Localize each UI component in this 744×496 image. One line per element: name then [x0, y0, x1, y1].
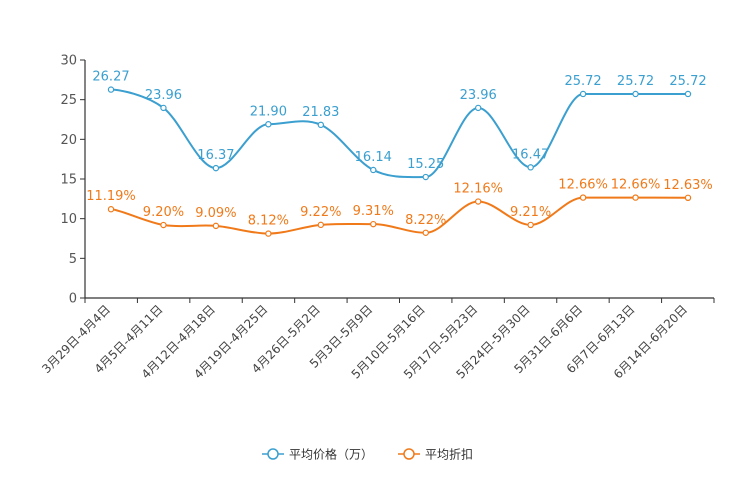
data-label-price: 23.96: [460, 88, 497, 103]
data-label-price: 25.72: [617, 74, 654, 89]
legend-label-discount: 平均折扣: [425, 447, 473, 462]
data-label-discount: 9.21%: [510, 205, 551, 220]
data-point-price: [370, 166, 377, 174]
data-label-discount: 11.19%: [86, 189, 136, 204]
data-label-discount: 9.20%: [143, 205, 184, 220]
legend-label-price: 平均价格（万）: [289, 447, 373, 462]
data-point-price: [160, 104, 167, 112]
y-tick-label: 25: [60, 93, 77, 108]
data-point-discount: [160, 221, 167, 229]
data-label-discount: 12.66%: [611, 178, 661, 193]
data-label-discount: 12.16%: [453, 182, 503, 197]
data-point-price: [684, 90, 692, 98]
data-point-discount: [422, 229, 429, 236]
x-axis-ticks: 3月29日-4月4日4月5日-4月11日4月12日-4月18日4月19日-4月2…: [39, 298, 715, 382]
data-point-price: [265, 121, 272, 128]
legend-marker-discount: [403, 448, 415, 460]
data-label-price: 16.47: [512, 147, 549, 162]
y-tick-label: 0: [69, 292, 77, 307]
data-point-price: [474, 104, 482, 112]
data-point-price: [212, 164, 220, 172]
data-label-price: 25.72: [669, 74, 706, 89]
data-label-price: 26.27: [92, 70, 129, 85]
series-group: 26.27 23.96 16.37 21.90 21.83 16.14 15.25 23.96…: [86, 70, 713, 237]
y-tick-label: 15: [60, 173, 77, 188]
data-label-price: 23.96: [145, 88, 182, 103]
data-point-discount: [684, 194, 692, 202]
data-label-price: 15.25: [407, 157, 444, 172]
data-label-discount: 8.22%: [405, 213, 446, 228]
data-label-price: 21.90: [250, 104, 287, 119]
data-label-price: 16.14: [355, 150, 392, 165]
data-point-discount: [370, 220, 377, 228]
data-point-price: [632, 90, 639, 98]
y-tick-label: 20: [60, 133, 77, 148]
data-point-discount: [107, 206, 115, 213]
data-label-price: 16.37: [197, 148, 234, 163]
series-line-price: [110, 88, 688, 179]
data-label-discount: 12.63%: [663, 178, 713, 193]
data-label-discount: 9.31%: [353, 204, 394, 219]
data-label-price: 25.72: [564, 74, 601, 89]
data-label-discount: 8.12%: [248, 214, 289, 229]
legend-marker-price: [267, 448, 279, 460]
data-point-discount: [317, 221, 325, 229]
data-point-price: [579, 90, 587, 98]
data-label-price: 21.83: [302, 105, 339, 120]
data-point-discount: [265, 230, 272, 237]
y-tick-label: 30: [60, 54, 77, 69]
data-point-discount: [474, 198, 482, 205]
data-point-discount: [579, 194, 587, 201]
legend: 平均价格（万） 平均折扣: [262, 447, 473, 462]
data-point-discount: [212, 222, 220, 230]
data-point-price: [527, 164, 534, 171]
data-point-price: [422, 173, 429, 181]
data-label-discount: 9.09%: [195, 206, 236, 221]
data-point-discount: [527, 221, 534, 229]
data-label-discount: 9.22%: [300, 205, 341, 220]
y-tick-label: 5: [69, 252, 77, 267]
data-label-discount: 12.66%: [558, 178, 608, 193]
data-point-price: [107, 86, 115, 93]
y-tick-label: 10: [60, 212, 77, 227]
y-axis-ticks: 0 5 10 15 20 25 30: [60, 54, 85, 307]
data-point-discount: [632, 194, 639, 201]
data-point-price: [317, 121, 325, 129]
